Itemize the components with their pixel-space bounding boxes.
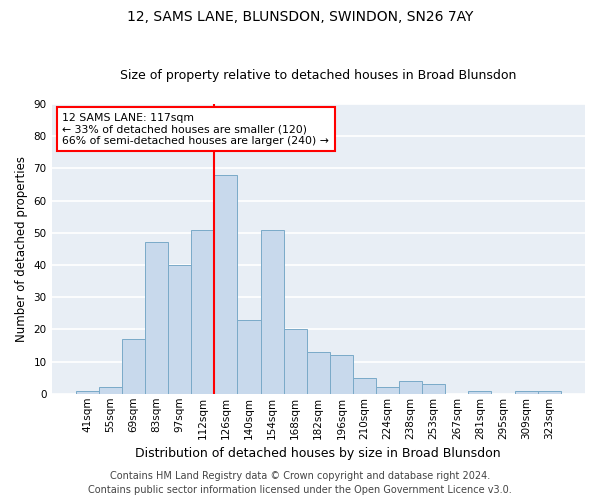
Bar xyxy=(284,330,307,394)
Bar xyxy=(260,230,284,394)
X-axis label: Distribution of detached houses by size in Broad Blunsdon: Distribution of detached houses by size … xyxy=(136,447,501,460)
Bar xyxy=(307,352,330,394)
Bar xyxy=(469,390,491,394)
Bar xyxy=(122,339,145,394)
Title: Size of property relative to detached houses in Broad Blunsdon: Size of property relative to detached ho… xyxy=(120,69,517,82)
Y-axis label: Number of detached properties: Number of detached properties xyxy=(15,156,28,342)
Bar xyxy=(99,388,122,394)
Bar xyxy=(422,384,445,394)
Text: Contains HM Land Registry data © Crown copyright and database right 2024.
Contai: Contains HM Land Registry data © Crown c… xyxy=(88,471,512,495)
Bar xyxy=(145,242,168,394)
Bar xyxy=(353,378,376,394)
Bar xyxy=(191,230,214,394)
Bar xyxy=(538,390,561,394)
Bar xyxy=(168,265,191,394)
Bar xyxy=(238,320,260,394)
Bar xyxy=(214,175,238,394)
Bar xyxy=(376,388,399,394)
Text: 12, SAMS LANE, BLUNSDON, SWINDON, SN26 7AY: 12, SAMS LANE, BLUNSDON, SWINDON, SN26 7… xyxy=(127,10,473,24)
Bar xyxy=(515,390,538,394)
Bar xyxy=(330,355,353,394)
Bar xyxy=(76,390,99,394)
Bar xyxy=(399,381,422,394)
Text: 12 SAMS LANE: 117sqm
← 33% of detached houses are smaller (120)
66% of semi-deta: 12 SAMS LANE: 117sqm ← 33% of detached h… xyxy=(62,112,329,146)
